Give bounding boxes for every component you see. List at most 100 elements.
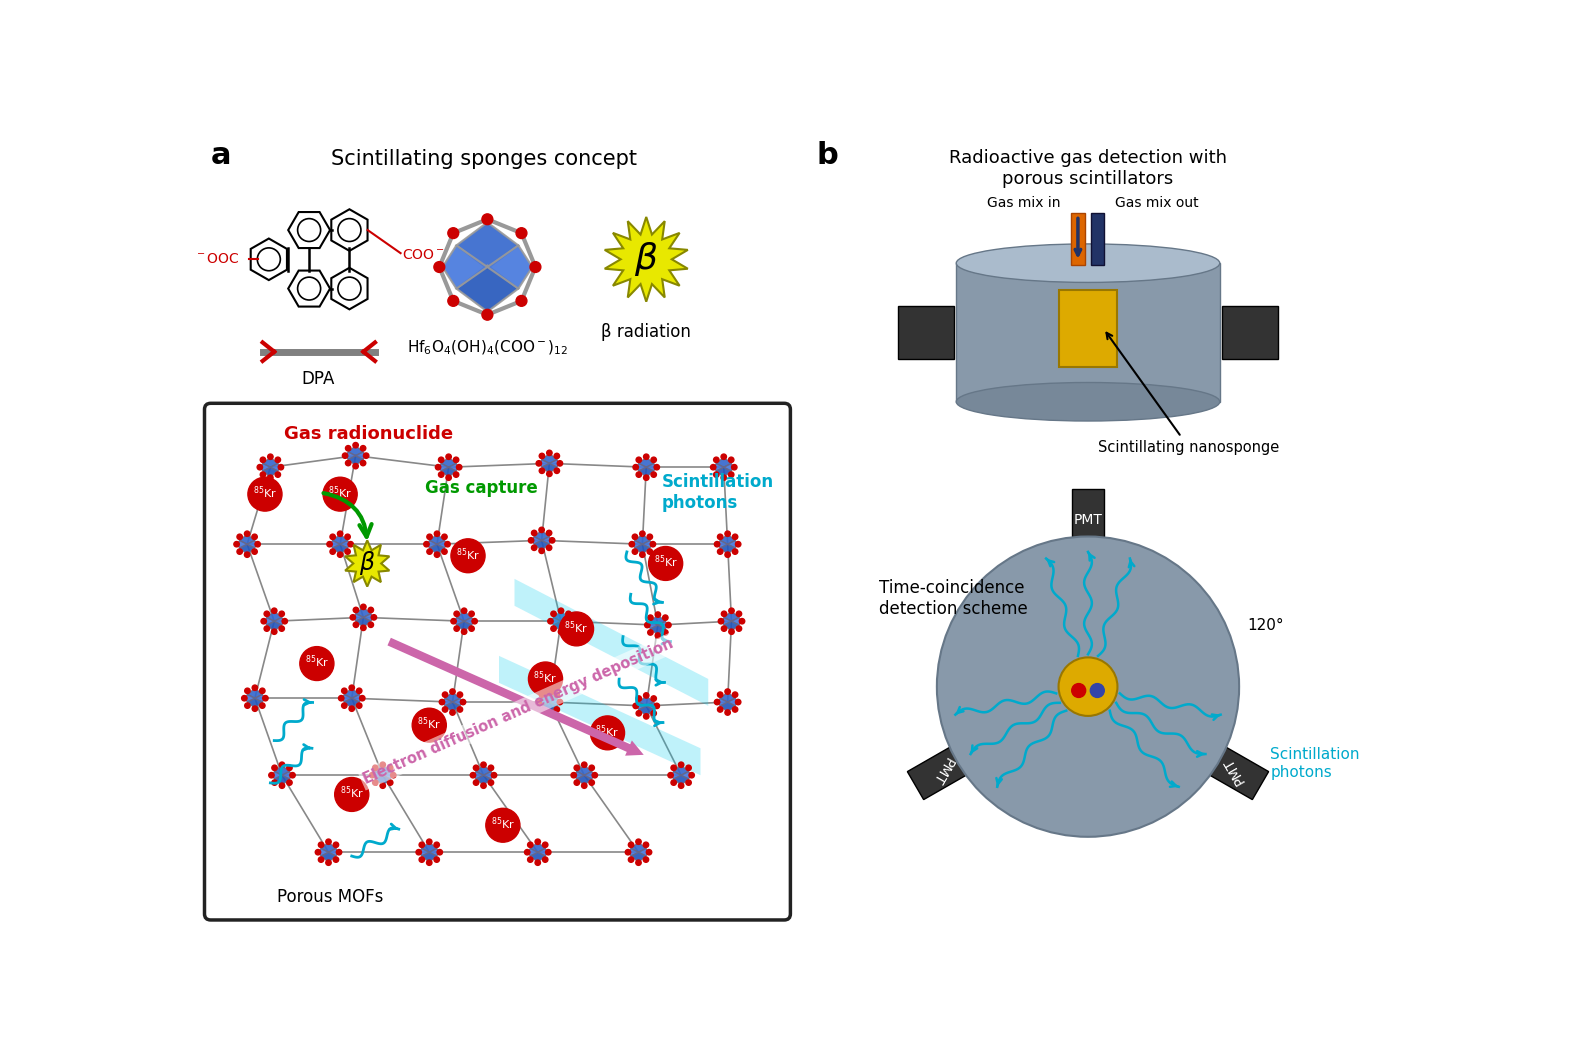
Polygon shape [342, 694, 351, 702]
Circle shape [434, 842, 439, 847]
Polygon shape [721, 535, 735, 544]
Polygon shape [716, 458, 732, 467]
Text: β radiation: β radiation [601, 324, 691, 342]
Text: $^{85}$Kr: $^{85}$Kr [327, 485, 353, 501]
Circle shape [650, 542, 656, 547]
Polygon shape [346, 452, 356, 460]
Circle shape [353, 607, 359, 612]
Circle shape [434, 857, 439, 863]
Text: Scintillation
photons: Scintillation photons [661, 473, 774, 512]
Polygon shape [634, 544, 650, 554]
Circle shape [648, 547, 683, 580]
Polygon shape [247, 541, 257, 548]
Circle shape [449, 227, 458, 239]
Circle shape [565, 611, 571, 617]
Circle shape [442, 707, 447, 712]
Polygon shape [430, 848, 439, 856]
Polygon shape [422, 852, 436, 863]
Text: Scintillating sponges concept: Scintillating sponges concept [331, 149, 636, 169]
Polygon shape [329, 848, 338, 856]
Polygon shape [631, 843, 645, 852]
Polygon shape [639, 458, 653, 467]
Polygon shape [263, 458, 279, 467]
Text: Porous MOFs: Porous MOFs [277, 887, 382, 906]
Bar [1070, 213, 1084, 266]
Polygon shape [475, 775, 491, 785]
Circle shape [721, 611, 727, 617]
Bar [1221, 305, 1278, 359]
Text: Gas mix out: Gas mix out [1114, 196, 1199, 210]
Circle shape [1091, 684, 1105, 698]
Circle shape [535, 861, 540, 866]
Circle shape [279, 762, 285, 767]
Circle shape [565, 626, 571, 631]
Circle shape [275, 457, 280, 463]
Text: Gas radionuclide: Gas radionuclide [285, 426, 453, 443]
Polygon shape [650, 616, 666, 625]
Polygon shape [639, 706, 653, 716]
Circle shape [279, 626, 285, 631]
Polygon shape [439, 464, 449, 471]
Circle shape [557, 461, 562, 466]
Circle shape [710, 465, 716, 470]
Circle shape [648, 630, 653, 635]
Circle shape [488, 780, 494, 786]
Circle shape [554, 707, 559, 712]
Circle shape [337, 849, 342, 855]
Circle shape [345, 535, 351, 540]
Polygon shape [332, 544, 348, 554]
Circle shape [261, 619, 266, 624]
Text: a: a [211, 141, 231, 170]
Circle shape [345, 445, 351, 450]
Text: $^{85}$Kr: $^{85}$Kr [340, 785, 364, 801]
Polygon shape [541, 702, 557, 712]
Circle shape [260, 457, 266, 463]
Circle shape [335, 777, 368, 812]
Polygon shape [430, 544, 444, 554]
Circle shape [1059, 657, 1118, 716]
Circle shape [252, 549, 257, 554]
Circle shape [334, 857, 338, 863]
Circle shape [732, 707, 738, 712]
Circle shape [540, 454, 545, 459]
Circle shape [625, 849, 631, 855]
Circle shape [655, 703, 660, 709]
Circle shape [671, 765, 677, 770]
Circle shape [732, 465, 737, 470]
Polygon shape [541, 692, 557, 702]
Polygon shape [604, 217, 688, 302]
Circle shape [732, 692, 738, 698]
Circle shape [721, 454, 727, 460]
Polygon shape [674, 765, 688, 775]
Circle shape [480, 762, 486, 767]
Circle shape [729, 629, 733, 634]
Circle shape [647, 549, 653, 554]
Circle shape [546, 849, 551, 855]
Circle shape [592, 772, 598, 777]
Circle shape [275, 472, 280, 477]
Polygon shape [263, 467, 279, 477]
Polygon shape [631, 852, 645, 863]
Circle shape [442, 549, 447, 554]
Circle shape [272, 765, 277, 770]
Circle shape [633, 703, 639, 709]
Text: PMT: PMT [929, 755, 955, 786]
Polygon shape [551, 618, 560, 625]
Circle shape [538, 527, 545, 532]
Polygon shape [348, 445, 364, 456]
Text: Time-coincidence
detection scheme: Time-coincidence detection scheme [878, 579, 1028, 618]
Circle shape [461, 629, 467, 634]
Polygon shape [727, 699, 738, 706]
Polygon shape [430, 535, 444, 544]
Circle shape [387, 780, 394, 786]
Circle shape [732, 549, 738, 554]
Polygon shape [321, 852, 335, 863]
Circle shape [524, 849, 530, 855]
Polygon shape [382, 771, 392, 778]
Polygon shape [584, 771, 593, 778]
Text: $^{85}$Kr: $^{85}$Kr [534, 670, 557, 686]
Circle shape [337, 552, 343, 557]
Circle shape [559, 612, 593, 646]
Circle shape [652, 711, 656, 716]
Circle shape [337, 531, 343, 537]
